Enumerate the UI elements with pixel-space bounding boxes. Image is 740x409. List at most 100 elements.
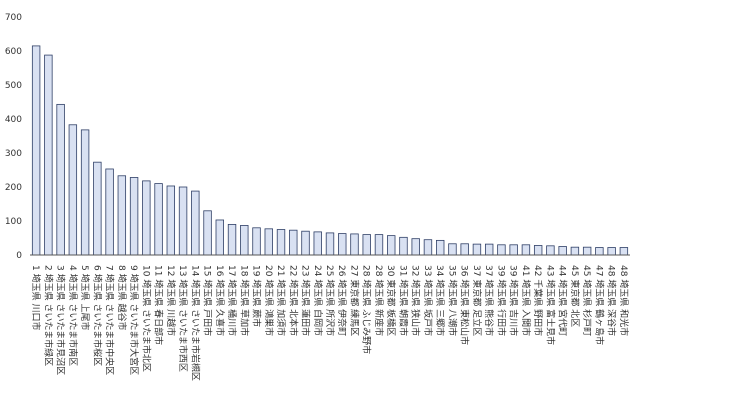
bar bbox=[497, 244, 506, 256]
bar bbox=[325, 232, 335, 256]
x-tick-label: 44 埼玉県 宮代町 bbox=[557, 265, 569, 336]
x-tick-label: 16 埼玉県 久喜市 bbox=[214, 265, 226, 336]
bar bbox=[154, 183, 163, 256]
x-tick-label: 17 埼玉県 桶川市 bbox=[226, 265, 238, 336]
bar bbox=[264, 228, 273, 256]
x-tick-label: 34 埼玉県 三郷市 bbox=[434, 265, 446, 336]
x-tick-label: 48 埼玉県 和光市 bbox=[618, 265, 630, 336]
bar bbox=[276, 229, 286, 256]
x-tick-label: 21 埼玉県 加須市 bbox=[275, 265, 287, 336]
x-tick-label: 48 埼玉県 深谷市 bbox=[606, 265, 618, 336]
y-tick-label: 600 bbox=[5, 47, 22, 57]
y-tick-label: 200 bbox=[5, 183, 22, 193]
bar bbox=[362, 234, 371, 256]
y-axis: 0 100 200 300 400 500 600 700 bbox=[5, 13, 22, 261]
bar bbox=[533, 245, 543, 256]
bar bbox=[313, 231, 322, 256]
bar bbox=[399, 236, 408, 256]
bar bbox=[472, 243, 482, 256]
x-tick-label: 24 埼玉県 白岡市 bbox=[312, 265, 324, 336]
x-tick-label: 23 埼玉県 蓮田市 bbox=[300, 265, 312, 336]
bar bbox=[105, 168, 114, 256]
x-tick-label: 9 埼玉県 さいたま市大宮区 bbox=[128, 265, 140, 375]
bar bbox=[423, 239, 433, 256]
bar bbox=[570, 246, 580, 256]
x-tick-label: 20 埼玉県 鴻巣市 bbox=[263, 265, 275, 336]
x-tick-label: 41 埼玉県 入間市 bbox=[520, 265, 532, 336]
x-tick-label: 7 埼玉県 さいたま市中央区 bbox=[104, 265, 116, 375]
x-tick-label: 15 埼玉県 戸田市 bbox=[202, 265, 214, 336]
x-tick-label: 5 埼玉県 上尾市 bbox=[79, 265, 91, 330]
x-tick-label: 33 埼玉県 坂戸市 bbox=[422, 265, 434, 336]
bar bbox=[191, 190, 200, 256]
bar bbox=[521, 244, 531, 256]
bar bbox=[484, 243, 494, 256]
bar bbox=[411, 238, 420, 256]
bar bbox=[558, 246, 567, 256]
x-tick-label: 37 埼玉県 熊谷市 bbox=[483, 265, 495, 336]
y-tick-label: 0 bbox=[16, 251, 22, 261]
bar bbox=[509, 244, 518, 256]
x-tick-label: 36 埼玉県 東松山市 bbox=[459, 265, 471, 345]
y-tick-label: 500 bbox=[5, 81, 22, 91]
bar bbox=[387, 235, 396, 256]
bar bbox=[436, 239, 445, 256]
x-tick-label: 14 埼玉県 さいたま市岩槻区 bbox=[189, 265, 201, 381]
bar bbox=[374, 234, 384, 256]
x-tick-label: 8 埼玉県 越谷市 bbox=[116, 265, 128, 330]
bar bbox=[215, 219, 224, 256]
x-tick-label: 19 埼玉県 蕨市 bbox=[251, 265, 263, 327]
bar bbox=[607, 247, 616, 256]
x-tick-label: 3 埼玉県 さいたま市見沼区 bbox=[55, 265, 67, 375]
x-tick-label: 47 埼玉県 鶴ヶ島市 bbox=[593, 265, 605, 345]
x-tick-label: 22 埼玉県 北本市 bbox=[287, 265, 299, 336]
x-tick-label: 28 埼玉県 ふじみ野市 bbox=[361, 265, 373, 354]
bar bbox=[178, 186, 188, 256]
x-tick-label: 26 埼玉県 伊奈町 bbox=[336, 265, 348, 336]
x-tick-label: 30 東京都 板橋区 bbox=[385, 265, 397, 336]
x-tick-label: 45 東京都 北区 bbox=[569, 265, 581, 327]
bar bbox=[350, 233, 359, 256]
bar bbox=[240, 225, 249, 256]
bar bbox=[546, 245, 555, 256]
bar bbox=[289, 229, 298, 256]
bar bbox=[338, 233, 347, 256]
bar bbox=[301, 230, 310, 256]
y-tick-label: 700 bbox=[5, 13, 22, 23]
x-tick-label: 13 埼玉県 さいたま市西区 bbox=[177, 265, 189, 372]
bar bbox=[31, 45, 41, 256]
bar bbox=[44, 54, 53, 256]
x-tick-label: 43 埼玉県 富士見市 bbox=[544, 265, 556, 345]
x-tick-label: 10 埼玉県 さいたま市北区 bbox=[140, 265, 152, 372]
bar bbox=[56, 103, 65, 256]
x-tick-label: 37 東京都 足立区 bbox=[471, 265, 483, 336]
bar bbox=[142, 180, 151, 256]
bar bbox=[93, 161, 102, 256]
x-tick-label: 27 東京都 練馬区 bbox=[348, 265, 360, 336]
x-tick-label: 32 埼玉県 狭山市 bbox=[410, 265, 422, 336]
x-tick-label: 45 埼玉県 杉戸町 bbox=[581, 265, 593, 336]
bar bbox=[68, 124, 78, 256]
bar bbox=[595, 247, 604, 256]
bar bbox=[117, 175, 127, 256]
bar bbox=[252, 227, 261, 256]
bar bbox=[460, 243, 469, 256]
y-tick-label: 400 bbox=[5, 115, 22, 125]
x-tick-label: 35 埼玉県 八潮市 bbox=[446, 265, 458, 336]
x-tick-label: 12 埼玉県 川越市 bbox=[165, 265, 177, 336]
bar bbox=[80, 129, 90, 256]
bar bbox=[582, 246, 592, 256]
x-tick-label: 39 埼玉県 行田市 bbox=[495, 265, 507, 336]
x-tick-label: 39 埼玉県 吉川市 bbox=[508, 265, 520, 336]
bar bbox=[448, 243, 457, 256]
x-tick-label: 25 埼玉県 所沢市 bbox=[324, 265, 336, 336]
x-tick-label: 1 埼玉県 川口市 bbox=[30, 265, 42, 330]
x-tick-label: 6 埼玉県 さいたま市桜区 bbox=[91, 265, 103, 366]
x-tick-label: 31 埼玉県 朝霞市 bbox=[397, 265, 409, 336]
bar bbox=[129, 177, 139, 256]
bars bbox=[31, 45, 629, 256]
bar bbox=[166, 185, 176, 256]
x-axis: 1 埼玉県 川口市 2 埼玉県 さいたま市緑区 3 埼玉県 さいたま市見沼区 4 埼玉… bbox=[30, 254, 630, 381]
bar bbox=[227, 223, 237, 256]
